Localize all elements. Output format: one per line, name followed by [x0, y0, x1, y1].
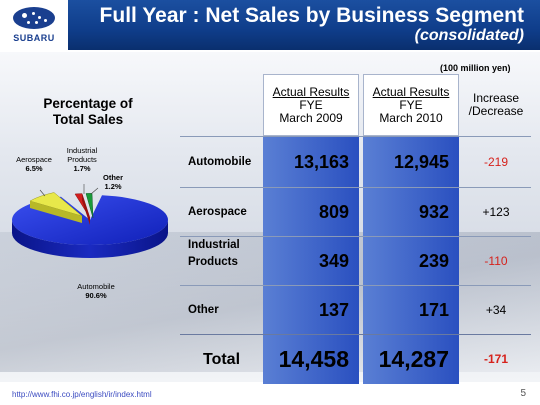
change-industrial: -110: [484, 254, 508, 268]
pie-label-industrial-products: Industrial Products 1.7%: [66, 146, 98, 173]
page-number: 5: [520, 388, 526, 399]
header-fy2009: Actual Results FYE March 2009: [263, 74, 359, 136]
change-automobile: -219: [483, 155, 509, 169]
value-automobile-fy2009: 13,163: [293, 151, 349, 172]
value-aerospace-fy2010: 932: [418, 201, 449, 222]
value-automobile-fy2010: 12,945: [393, 151, 449, 172]
pie-chart: [12, 184, 169, 258]
header-fy2010: Actual Results FYE March 2010: [363, 74, 459, 136]
row-label-automobile: Automobile: [188, 155, 252, 168]
value-aerospace-fy2009: 809: [318, 201, 349, 222]
unit-note: (100 million yen): [440, 63, 511, 73]
sales-table: Actual Results FYE March 2009 Actual Res…: [180, 74, 531, 384]
pie-label-other: Other 1.2%: [102, 173, 123, 191]
footer-url-link[interactable]: http://www.fhi.co.jp/english/ir/index.ht…: [12, 390, 152, 399]
pie-label-automobile: Automobile 90.6%: [77, 282, 115, 300]
page-title: Full Year : Net Sales by Business Segmen…: [99, 4, 524, 27]
header-change: Increase /Decrease: [468, 91, 524, 118]
value-other-fy2009: 137: [318, 299, 349, 320]
pleiades-star-icon: [13, 7, 55, 29]
pie-title: Percentage of Total Sales: [43, 96, 133, 127]
change-total: -171: [483, 352, 509, 366]
value-total-fy2010: 14,287: [378, 345, 449, 372]
pie-slice-automobile-side: [12, 220, 168, 258]
change-other: +34: [485, 303, 507, 317]
row-label-industrial-products: Industrial Products: [188, 239, 240, 268]
pie-label-aerospace: Aerospace 6.5%: [16, 155, 52, 173]
header: SUBARU Full Year : Net Sales by Business…: [0, 0, 540, 50]
value-other-fy2010: 171: [418, 299, 449, 320]
value-industrial-fy2009: 349: [318, 250, 349, 271]
value-industrial-fy2010: 239: [418, 250, 449, 271]
change-aerospace: +123: [482, 205, 510, 219]
page-subtitle: (consolidated): [414, 27, 524, 44]
value-total-fy2009: 14,458: [278, 345, 349, 372]
row-label-total: Total: [202, 350, 241, 368]
logo-text: SUBARU: [13, 33, 55, 43]
row-label-other: Other: [188, 303, 219, 316]
row-label-aerospace: Aerospace: [188, 205, 247, 218]
title-band: Full Year : Net Sales by Business Segmen…: [68, 0, 540, 50]
subaru-logo: SUBARU: [0, 0, 68, 50]
pie-slice-aerospace: [29, 192, 83, 217]
